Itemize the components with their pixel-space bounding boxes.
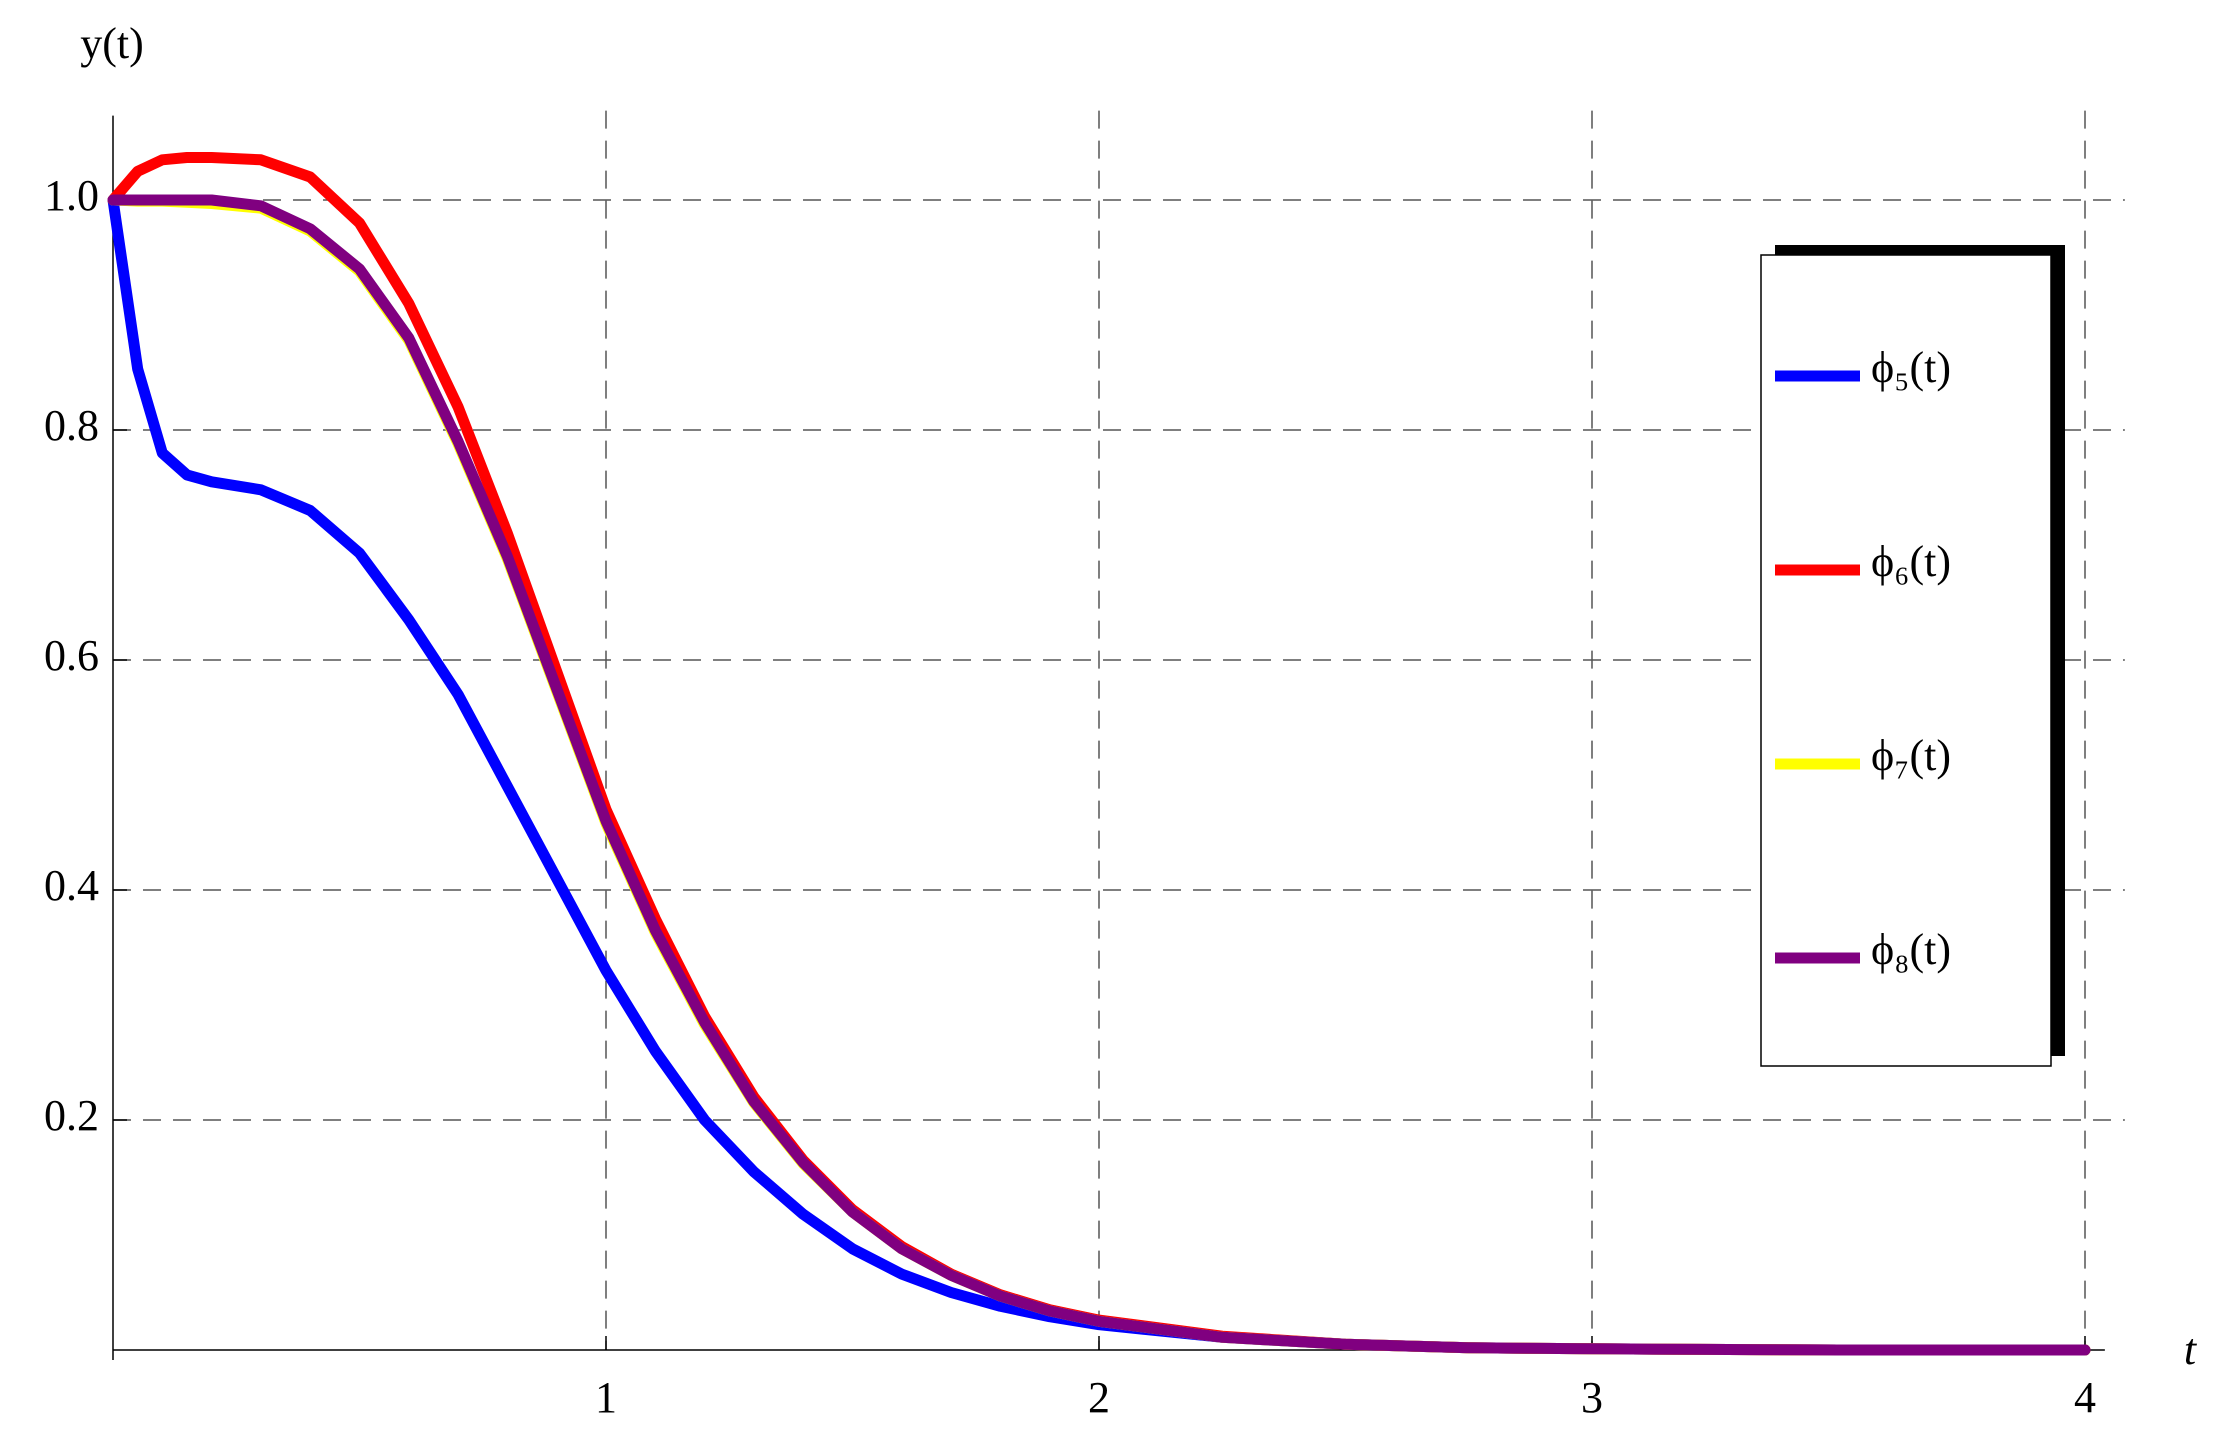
y-tick-label: 1.0 [44,171,99,220]
legend-label: ϕ₇(t) [1871,731,1951,780]
x-tick-label: 3 [1581,1373,1603,1422]
y-tick-label: 0.2 [44,1091,99,1140]
legend-label: ϕ₆(t) [1871,537,1951,586]
y-axis-label: y(t) [80,19,144,68]
series-line [107,194,2091,1356]
y-tick-label: 0.6 [44,631,99,680]
x-tick-label: 1 [595,1373,617,1422]
y-tick-label: 0.4 [44,861,99,910]
x-tick-label: 4 [2074,1373,2096,1422]
x-tick-label: 2 [1088,1373,1110,1422]
legend-label: ϕ₈(t) [1871,925,1951,974]
legend-box [1760,254,2052,1067]
y-tick-label: 0.8 [44,401,99,450]
x-axis-label: t [2184,1325,2198,1374]
legend-label: ϕ₅(t) [1871,343,1951,392]
